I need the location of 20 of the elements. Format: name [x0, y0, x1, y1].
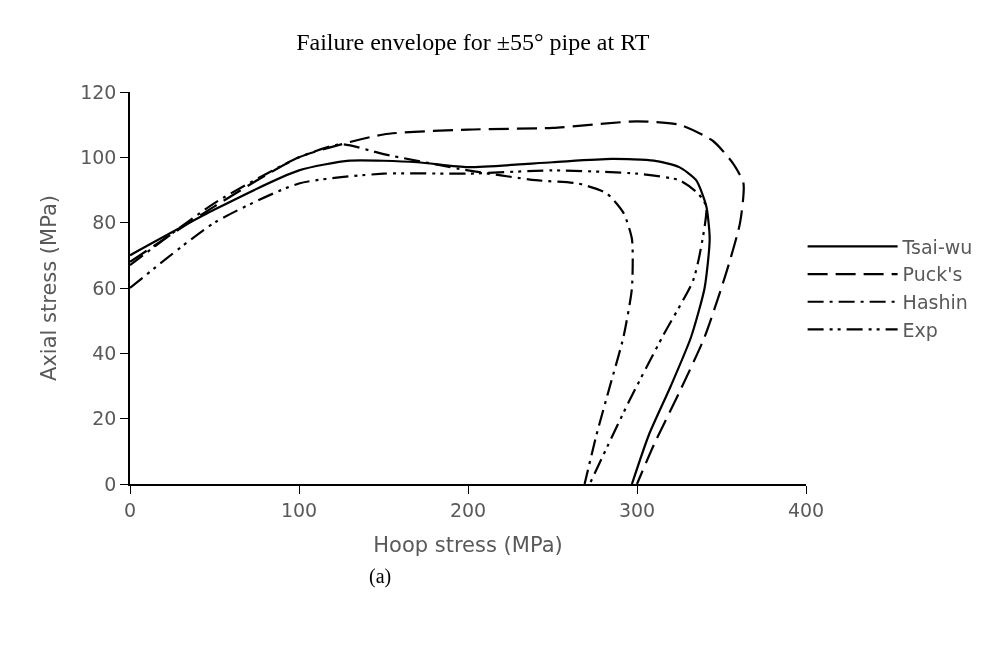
x-tick-label: 400 [787, 498, 825, 521]
y-tick-label: 20 [92, 407, 117, 430]
x-tick-label: 0 [123, 498, 137, 521]
legend-label: Exp [902, 318, 938, 341]
legend-label: Tsai-wu [901, 235, 973, 258]
y-tick-label: 100 [80, 145, 117, 168]
x-tick-label: 300 [618, 498, 656, 521]
chart-title: Failure envelope for ±55° pipe at RT [296, 29, 650, 56]
x-axis-title: Hoop stress (MPa) [373, 533, 563, 558]
legend-label: Puck's [902, 263, 963, 286]
y-tick-label: 80 [92, 211, 117, 234]
x-tick-label: 100 [280, 498, 318, 521]
y-axis-title: Axial stress (MPa) [36, 195, 61, 381]
y-tick-label: 120 [80, 80, 117, 103]
legend-label: Hashin [902, 291, 968, 314]
x-tick-label: 200 [449, 498, 487, 521]
y-tick-label: 60 [92, 276, 117, 299]
y-tick-label: 0 [104, 472, 117, 495]
y-tick-label: 40 [92, 341, 117, 364]
text: (a) [369, 565, 392, 588]
